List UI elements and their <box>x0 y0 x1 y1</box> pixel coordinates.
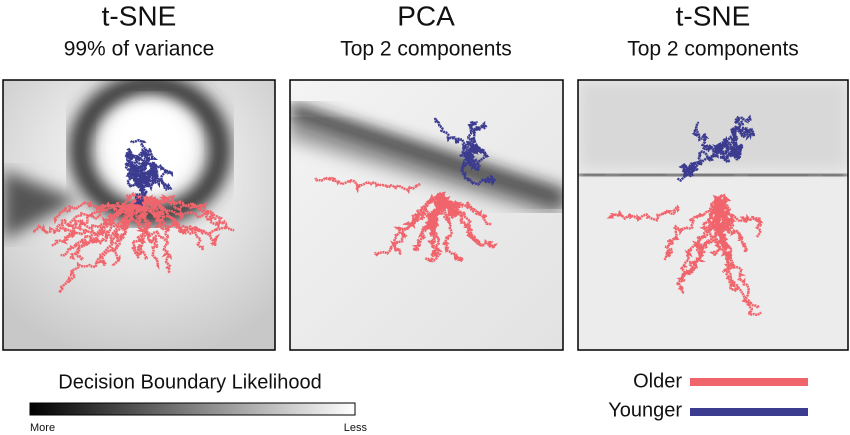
panel-title: t-SNE <box>102 0 177 31</box>
panel-frame <box>2 79 276 351</box>
trajectory <box>691 121 725 155</box>
colorbar-low-label: More <box>30 422 55 434</box>
colorbar <box>29 402 356 416</box>
trajectory <box>709 199 727 257</box>
panel-subtitle: 99% of variance <box>64 38 215 61</box>
trajectory <box>135 192 216 222</box>
trajectory <box>131 147 150 188</box>
trajectory <box>467 147 490 172</box>
trajectory <box>58 200 144 294</box>
trajectory <box>676 146 720 182</box>
trajectory <box>606 204 680 222</box>
trajectory <box>143 194 226 230</box>
panel-subtitle: Top 2 components <box>627 38 799 61</box>
legend-label: Older <box>633 370 682 392</box>
trajectory <box>413 195 445 226</box>
trajectory <box>710 196 740 291</box>
trajectory <box>60 201 143 257</box>
colorbar-title: Decision Boundary Likelihood <box>58 371 322 393</box>
panel-frame <box>577 79 849 351</box>
trajectory <box>465 142 481 164</box>
panel-title: PCA <box>397 0 455 31</box>
trajectory <box>138 200 221 247</box>
trajectory <box>135 194 160 270</box>
trajectory <box>95 198 139 267</box>
panel-title: t-SNE <box>676 0 751 31</box>
colorbar-high-label: Less <box>344 422 368 434</box>
trajectory <box>138 194 224 222</box>
trajectory <box>460 158 497 186</box>
trajectory <box>133 201 155 260</box>
trajectory <box>713 193 766 239</box>
trajectory <box>390 192 440 256</box>
legend-label: Younger <box>608 399 682 421</box>
trajectory <box>663 200 719 261</box>
trajectory <box>55 199 143 230</box>
trajectory <box>314 176 421 195</box>
trajectory <box>718 114 752 153</box>
panel-subtitle: Top 2 components <box>340 38 512 61</box>
panel-frame <box>289 79 564 351</box>
trajectory <box>133 147 159 182</box>
trajectory <box>137 194 171 240</box>
trajectory <box>712 144 742 161</box>
trajectory <box>463 120 488 161</box>
trajectory <box>74 198 138 261</box>
trajectory <box>713 135 746 164</box>
trajectory <box>141 164 174 192</box>
trajectory <box>123 151 144 185</box>
trajectory <box>438 193 485 247</box>
